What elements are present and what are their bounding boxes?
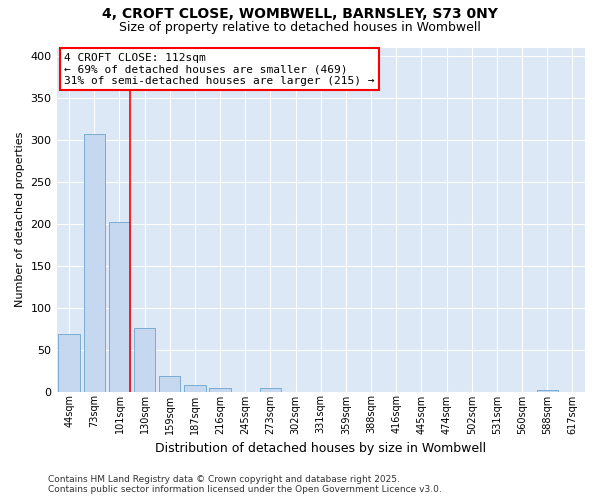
Text: 4, CROFT CLOSE, WOMBWELL, BARNSLEY, S73 0NY: 4, CROFT CLOSE, WOMBWELL, BARNSLEY, S73 … <box>102 8 498 22</box>
Bar <box>83 134 105 392</box>
Text: Size of property relative to detached houses in Wombwell: Size of property relative to detached ho… <box>119 21 481 34</box>
Bar <box>134 328 155 392</box>
Text: Contains HM Land Registry data © Crown copyright and database right 2025.
Contai: Contains HM Land Registry data © Crown c… <box>48 474 442 494</box>
Bar <box>109 222 130 392</box>
Bar <box>536 390 558 392</box>
Bar <box>209 388 231 392</box>
Bar <box>58 334 80 392</box>
Bar <box>159 376 181 392</box>
Text: 4 CROFT CLOSE: 112sqm
← 69% of detached houses are smaller (469)
31% of semi-det: 4 CROFT CLOSE: 112sqm ← 69% of detached … <box>64 52 375 86</box>
Y-axis label: Number of detached properties: Number of detached properties <box>15 132 25 307</box>
X-axis label: Distribution of detached houses by size in Wombwell: Distribution of detached houses by size … <box>155 442 487 455</box>
Bar <box>184 385 206 392</box>
Bar <box>260 388 281 392</box>
